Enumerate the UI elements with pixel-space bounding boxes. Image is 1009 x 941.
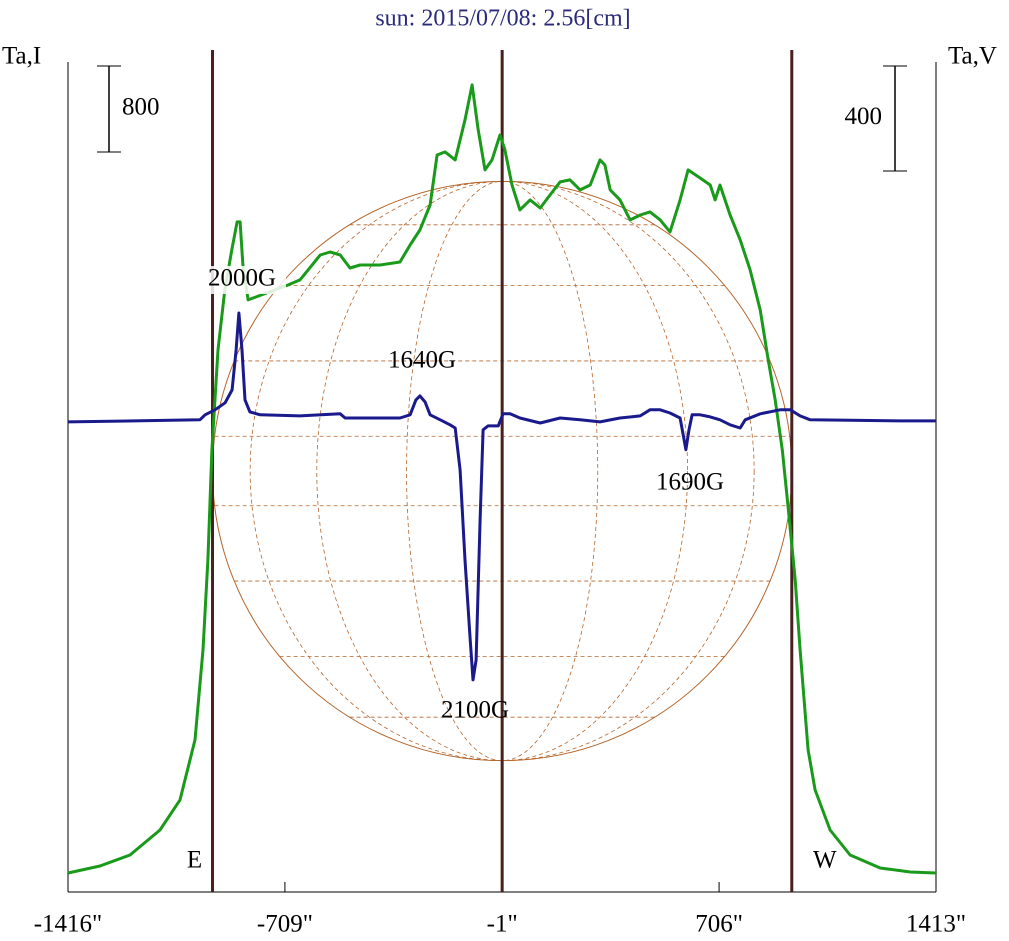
data-line xyxy=(67,311,936,682)
scale-label: 800 xyxy=(122,94,160,121)
meridian xyxy=(316,180,688,762)
annotation: 2100G xyxy=(441,697,509,724)
x-tick-label: -1" xyxy=(487,911,518,938)
limb-label: W xyxy=(813,847,837,874)
annotation: 1690G xyxy=(656,469,724,496)
scale-label: 400 xyxy=(845,103,883,130)
data-line xyxy=(67,83,937,875)
y-axis-label: Ta,I xyxy=(2,43,41,70)
annotation-bg xyxy=(198,266,286,294)
annotation: 1640G xyxy=(388,347,456,374)
x-tick-label: 1413" xyxy=(906,911,966,938)
x-tick-label: -709" xyxy=(257,911,313,938)
meridian xyxy=(406,180,599,762)
x-tick-label: 706" xyxy=(695,911,743,938)
annotation: 2000G xyxy=(208,265,276,292)
x-tick-label: -1416" xyxy=(34,911,103,938)
chart-title: sun: 2015/07/08: 2.56[cm] xyxy=(375,6,630,32)
limb-label: E xyxy=(187,847,202,874)
y2-axis-label: Ta,V xyxy=(948,43,997,70)
